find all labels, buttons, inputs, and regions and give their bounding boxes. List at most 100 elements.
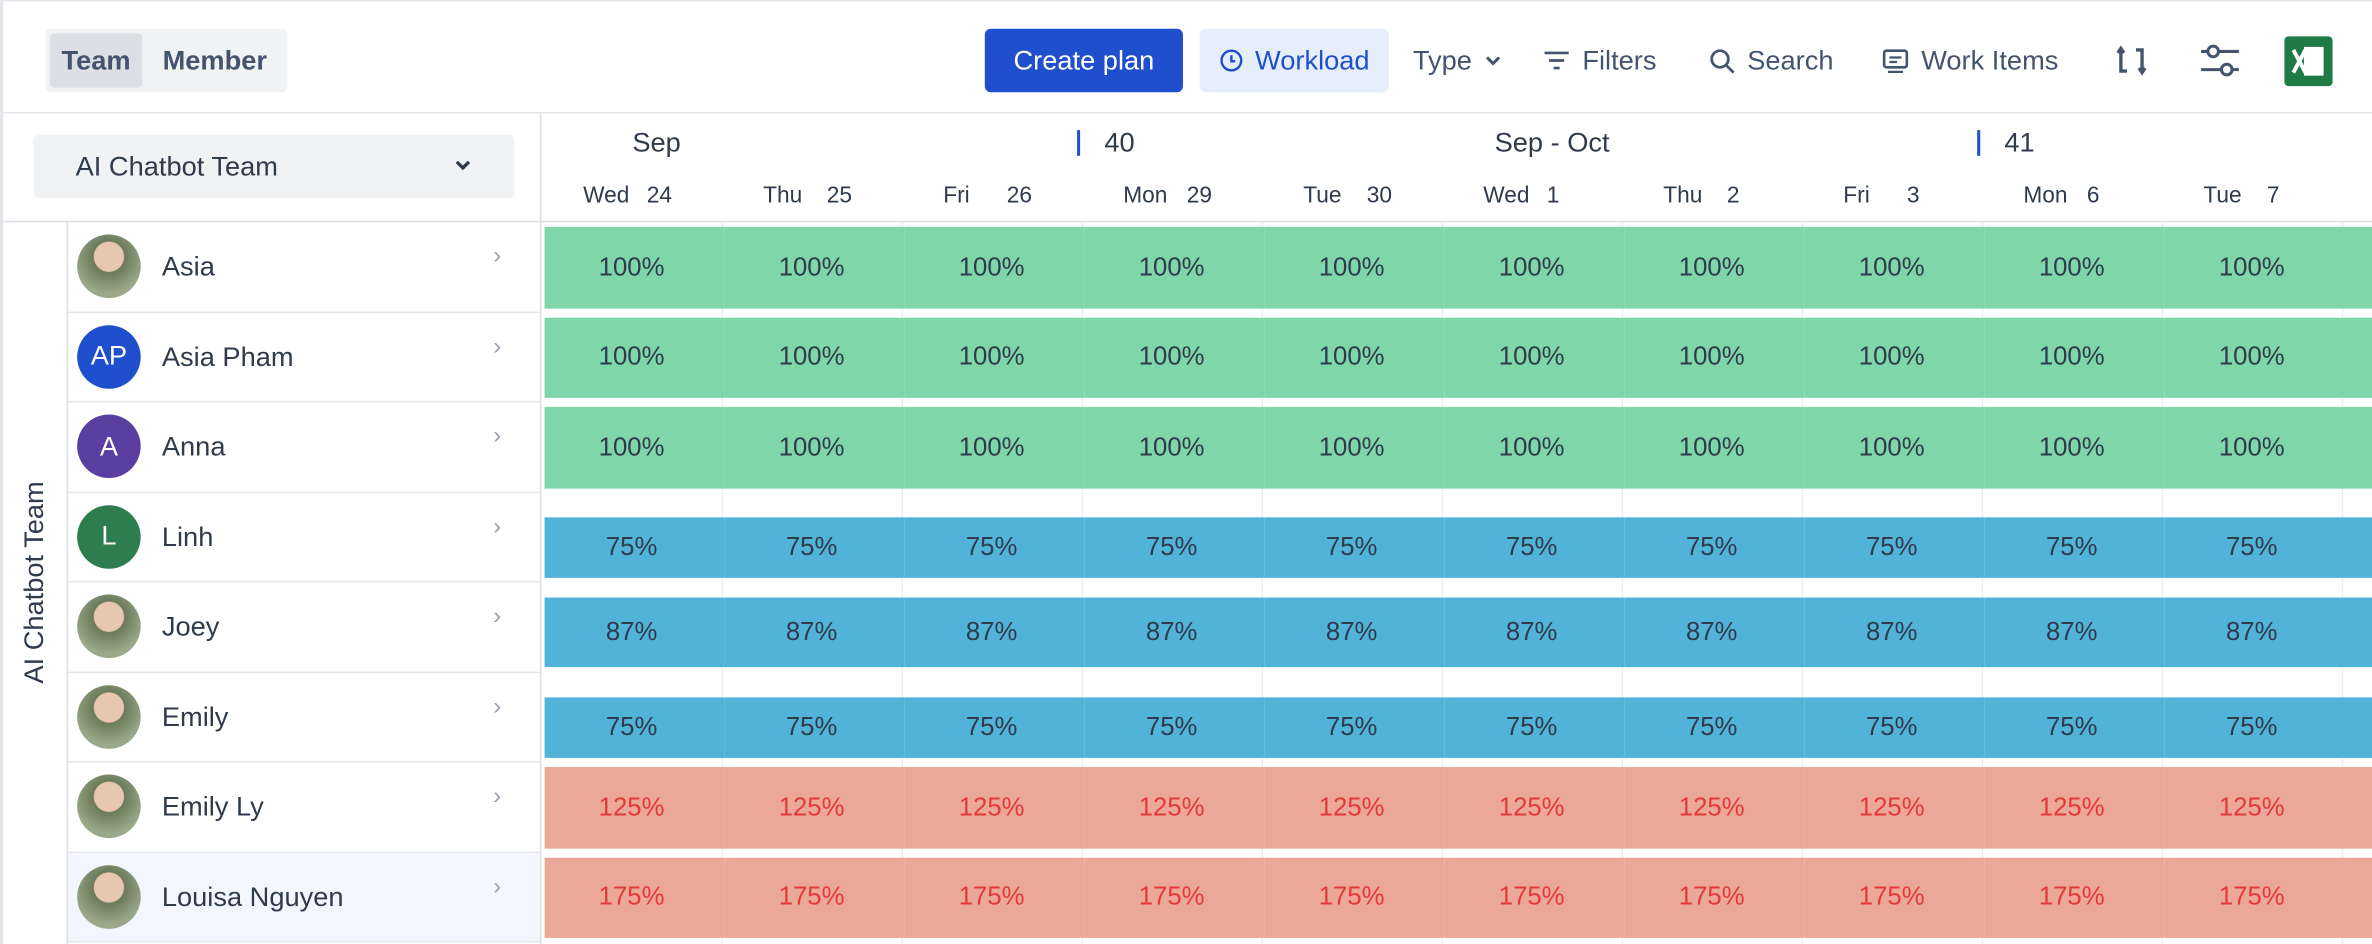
row-divider (66, 850, 542, 853)
column-line (1261, 222, 1264, 944)
search-button[interactable]: Search (1709, 29, 1834, 93)
workload-bar (1444, 856, 1625, 938)
workload-cell: 100% (1318, 432, 1385, 462)
workload-cell: 87% (1325, 617, 1378, 647)
workload-bar (1264, 697, 1445, 758)
avatar (77, 864, 141, 929)
workload-cell: 100% (1498, 432, 1565, 462)
workload-cell: 175% (2218, 882, 2285, 912)
create-plan-button[interactable]: Create plan (984, 28, 1183, 93)
workload-bar (1444, 226, 1625, 308)
workload-cell: 87% (2045, 617, 2098, 647)
workload-bar (1264, 406, 1445, 488)
member-name[interactable]: Asia Pham (161, 341, 294, 372)
row-chevron: › (493, 873, 502, 900)
workload-cell: 100% (1138, 252, 1205, 281)
column-line (2161, 222, 2164, 944)
workload-cell: 75% (1145, 532, 1198, 562)
workload-cell: 175% (778, 882, 845, 912)
workload-cell: 75% (1685, 532, 1738, 562)
weekday: Wed (1483, 183, 1530, 209)
group-label: AI Chatbot Team (18, 481, 50, 684)
workload-cell: 100% (2038, 342, 2105, 372)
workload-cell: 100% (1498, 342, 1565, 372)
member-name[interactable]: Emily Ly (161, 791, 264, 822)
member-name[interactable]: Joey (161, 611, 220, 642)
chevron-icon (1486, 56, 1501, 66)
workload-cell: 100% (778, 342, 845, 372)
date: 24 (646, 183, 672, 209)
member-name[interactable]: Anna (161, 431, 226, 462)
settings-button[interactable] (2200, 42, 2241, 78)
filter-icon (1544, 51, 1569, 70)
column-line (1801, 222, 1804, 944)
workload-bar (1624, 856, 1805, 938)
team-selector[interactable]: AI Chatbot Team (33, 134, 515, 199)
workload-bar (544, 517, 725, 578)
workload-cell: 100% (958, 432, 1025, 462)
team-tab[interactable]: Team (49, 33, 143, 88)
filters-button[interactable]: Filters (1543, 29, 1656, 93)
workload-bar (1804, 226, 1985, 308)
workload-cell: 100% (598, 432, 665, 462)
avatar (77, 774, 141, 839)
workload-bar (1264, 316, 1445, 398)
date: 2 (1726, 183, 1740, 209)
row-divider (66, 490, 542, 493)
member-name[interactable]: Emily (161, 701, 229, 732)
workload-button[interactable]: Workload (1199, 28, 1389, 93)
workload-bar (904, 226, 1085, 308)
workload-bar (1084, 697, 1265, 758)
workload-cell: 75% (1505, 712, 1558, 742)
workload-cell: 75% (965, 712, 1018, 742)
workload-bar (1984, 406, 2165, 488)
workload-cell: 75% (1685, 712, 1738, 742)
left-panel (0, 113, 542, 944)
work-items-button[interactable]: Work Items (1882, 29, 2058, 93)
workload-cell: 100% (1858, 342, 1925, 372)
member-name[interactable]: Louisa Nguyen (161, 881, 344, 912)
type-dropdown[interactable]: Type (1413, 29, 1502, 93)
workload-bar (544, 226, 725, 308)
workload-cell: 175% (1498, 882, 1565, 912)
workload-cell: 100% (1678, 432, 1745, 462)
weekday: Wed (583, 183, 630, 209)
sync-button[interactable] (2112, 41, 2151, 80)
row-divider (66, 310, 542, 313)
workload-bar (1804, 517, 1985, 578)
member-name[interactable]: Linh (161, 521, 214, 552)
avatar (77, 234, 141, 299)
workload-cell: 125% (778, 792, 845, 822)
workload-bar (724, 597, 905, 668)
workload-bar (1984, 226, 2165, 308)
row-divider (66, 760, 542, 763)
workload-bar (1264, 766, 1445, 848)
avatar: L (77, 504, 141, 569)
row-chevron: › (493, 333, 502, 360)
workload-label: Workload (1255, 44, 1370, 75)
workload-bar (1804, 697, 1985, 758)
workload-cell: 75% (2226, 532, 2278, 562)
member-name[interactable]: Asia (161, 251, 215, 282)
column-line (1981, 222, 1984, 944)
member-tab[interactable]: Member (162, 44, 268, 75)
weekday: Fri (1843, 183, 1870, 209)
workload-bar (544, 316, 725, 398)
workload-cell: 125% (1498, 792, 1565, 822)
workload-cell: 100% (2038, 252, 2105, 281)
date: 6 (2086, 183, 2100, 209)
workload-bar (1084, 766, 1265, 848)
workload-bar (1084, 597, 1265, 668)
workload-cell: 100% (1138, 432, 1205, 462)
chevron-icon (455, 160, 471, 171)
workload-bar (1624, 697, 1805, 758)
workload-bar (1804, 316, 1985, 398)
workload-bar (2164, 316, 2372, 398)
week-marker (1977, 130, 1981, 156)
workload-bar (724, 766, 905, 848)
workload-bar (724, 697, 905, 758)
row-chevron: › (493, 243, 502, 270)
workload-cell: 100% (1318, 252, 1385, 281)
excel-export-button[interactable] (2284, 36, 2333, 87)
workload-cell: 100% (958, 342, 1025, 372)
